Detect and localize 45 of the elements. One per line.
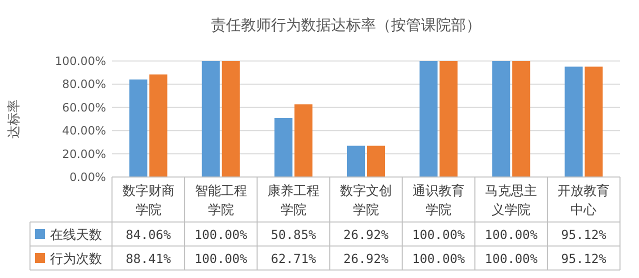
- y-tick-label: 0.00%: [69, 170, 106, 184]
- bar: [294, 104, 312, 177]
- y-tick-label: 80.00%: [62, 77, 106, 92]
- legend-label: 在线天数: [50, 228, 102, 243]
- bar: [367, 146, 385, 177]
- bar: [274, 118, 292, 177]
- bar: [347, 146, 365, 177]
- y-tick-label: 60.00%: [62, 100, 106, 114]
- data-label: 100.00%: [484, 251, 538, 266]
- data-label: 26.92%: [343, 227, 390, 242]
- data-label: 100.00%: [412, 251, 466, 266]
- bar: [512, 61, 530, 177]
- x-tick-label: 马克思主义学院: [485, 183, 538, 218]
- data-label: 95.12%: [561, 251, 607, 266]
- bar: [440, 61, 458, 177]
- data-label: 95.12%: [561, 227, 607, 242]
- chart-title: 责任教师行为数据达标率（按管课院部）: [211, 16, 481, 34]
- x-tick-label: 数字文创学院: [340, 183, 392, 218]
- data-label: 88.41%: [126, 251, 172, 266]
- bar: [420, 61, 438, 177]
- bar: [492, 61, 510, 177]
- y-axis-title: 达标率: [6, 100, 22, 138]
- x-tick-label: 数字财商学院: [122, 183, 174, 218]
- data-label: 100.00%: [484, 227, 538, 242]
- data-label: 84.06%: [126, 227, 172, 242]
- y-tick-label: 100.00%: [54, 54, 106, 68]
- data-label: 100.00%: [194, 251, 248, 266]
- data-label: 26.92%: [343, 251, 390, 266]
- bar: [202, 61, 220, 177]
- data-label: 100.00%: [194, 227, 248, 242]
- x-tick-label: 康养工程学院: [267, 183, 320, 218]
- data-label: 50.85%: [270, 227, 316, 242]
- legend-label: 行为次数: [50, 252, 102, 267]
- bar: [149, 74, 168, 177]
- bar: [129, 79, 148, 177]
- x-tick-label: 智能工程学院: [194, 184, 247, 218]
- y-tick-label: 40.00%: [62, 124, 106, 138]
- y-tick-label: 20.00%: [62, 146, 106, 161]
- data-label: 62.71%: [270, 251, 316, 266]
- bar: [222, 61, 240, 177]
- data-label: 100.00%: [412, 227, 466, 242]
- bar: [584, 66, 603, 177]
- bar: [564, 66, 583, 177]
- x-tick-label: 通识教育学院: [412, 183, 465, 218]
- x-tick-label: 开放教育中心: [558, 183, 610, 218]
